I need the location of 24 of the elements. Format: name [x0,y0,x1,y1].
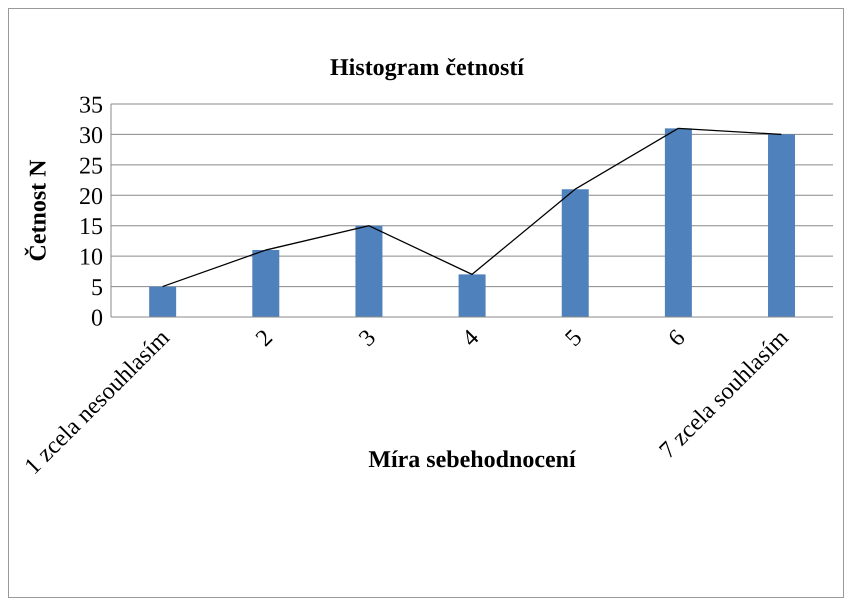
bar [149,286,176,317]
y-axis-title: Četnost N [24,158,52,262]
chart-title: Histogram četností [329,55,526,82]
y-tick-label: 5 [91,275,103,302]
x-tick-label: 6 [664,324,691,352]
y-tick-label: 20 [79,184,103,210]
bar [664,128,692,317]
y-tick-label: 30 [79,122,103,149]
y-tick-label: 15 [79,214,103,240]
bar [355,226,382,317]
y-tick-label: 35 [79,92,103,119]
y-tick-label: 25 [79,153,103,180]
line-series [162,128,782,288]
x-tick-label: 2 [251,324,278,352]
x-axis-title: Míra sebehodnocení [368,447,576,473]
y-tick-label: 0 [91,306,103,332]
bar [252,250,280,317]
x-tick-label: 3 [354,324,382,352]
bar [458,274,486,317]
bar [768,134,796,317]
y-tick-label: 10 [79,244,103,271]
x-tick-label: 4 [457,324,484,352]
x-tick-label: 5 [560,324,588,352]
bar [562,189,589,317]
